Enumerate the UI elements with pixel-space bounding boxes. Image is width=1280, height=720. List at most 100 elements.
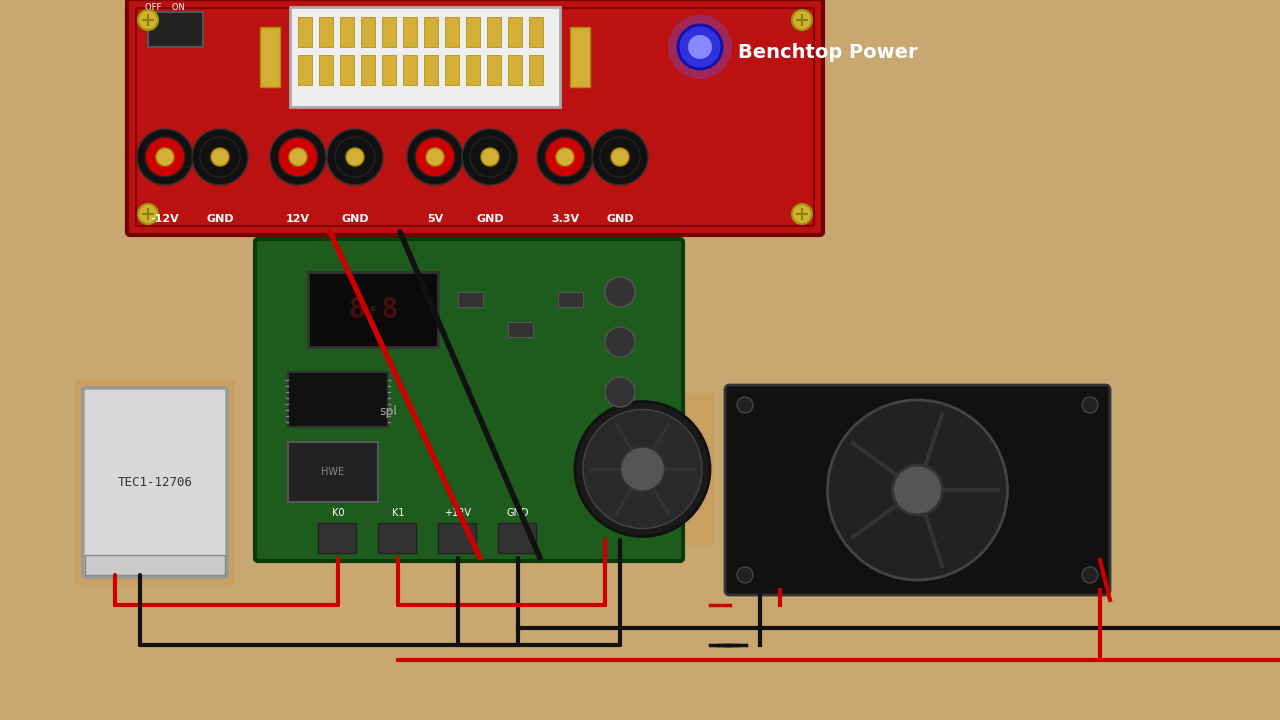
Text: K1: K1	[392, 508, 404, 518]
Circle shape	[678, 25, 722, 69]
FancyBboxPatch shape	[127, 0, 823, 235]
Circle shape	[689, 35, 712, 59]
Bar	[260, 27, 280, 87]
Bar	[570, 27, 590, 87]
Text: Benchtop Power: Benchtop Power	[739, 42, 918, 61]
Bar	[298, 55, 312, 85]
Bar	[340, 17, 355, 47]
Text: spl: spl	[379, 405, 397, 418]
Circle shape	[591, 129, 648, 185]
Circle shape	[346, 148, 364, 166]
Bar	[570, 393, 716, 545]
Bar	[319, 55, 333, 85]
Bar	[298, 17, 312, 47]
Circle shape	[415, 137, 454, 177]
Circle shape	[156, 148, 174, 166]
Bar	[361, 55, 375, 85]
FancyBboxPatch shape	[255, 239, 684, 561]
Bar	[288, 372, 388, 427]
Text: 3.3V: 3.3V	[550, 214, 579, 224]
Circle shape	[145, 137, 186, 177]
Text: 5V: 5V	[426, 214, 443, 224]
Circle shape	[192, 129, 248, 185]
Circle shape	[575, 402, 710, 536]
Circle shape	[737, 567, 753, 583]
Circle shape	[737, 397, 753, 413]
Circle shape	[200, 137, 241, 177]
Circle shape	[1082, 567, 1098, 583]
Bar	[508, 55, 522, 85]
Bar	[558, 292, 582, 307]
Circle shape	[600, 137, 640, 177]
Circle shape	[326, 129, 383, 185]
Circle shape	[426, 148, 444, 166]
Circle shape	[545, 137, 585, 177]
Circle shape	[556, 148, 573, 166]
Circle shape	[582, 410, 701, 528]
Circle shape	[611, 148, 628, 166]
Circle shape	[138, 10, 157, 30]
Bar	[445, 17, 460, 47]
Bar	[319, 17, 333, 47]
Circle shape	[538, 129, 593, 185]
Circle shape	[621, 447, 664, 491]
Bar	[438, 523, 476, 553]
Bar	[381, 55, 396, 85]
Text: GND: GND	[607, 214, 634, 224]
Bar	[76, 380, 236, 585]
FancyBboxPatch shape	[83, 388, 227, 577]
Text: -12V: -12V	[151, 214, 179, 224]
Text: GND: GND	[507, 508, 529, 518]
Circle shape	[270, 129, 326, 185]
Text: 8·8: 8·8	[348, 295, 398, 323]
Text: +12V: +12V	[444, 508, 471, 518]
Bar	[445, 55, 460, 85]
FancyBboxPatch shape	[724, 385, 1110, 595]
Circle shape	[138, 204, 157, 224]
Bar	[486, 55, 500, 85]
Bar	[403, 17, 417, 47]
Bar	[730, 390, 1105, 590]
Circle shape	[407, 129, 463, 185]
Circle shape	[335, 137, 375, 177]
Circle shape	[470, 137, 509, 177]
Bar	[381, 17, 396, 47]
Bar	[291, 7, 561, 107]
Text: GND: GND	[206, 214, 234, 224]
Circle shape	[668, 15, 732, 79]
Circle shape	[792, 204, 812, 224]
Circle shape	[481, 148, 499, 166]
Bar	[424, 55, 438, 85]
Circle shape	[605, 327, 635, 357]
Bar	[340, 55, 355, 85]
Circle shape	[827, 400, 1007, 580]
Circle shape	[289, 148, 307, 166]
Bar	[498, 523, 536, 553]
Bar	[529, 55, 543, 85]
Circle shape	[892, 465, 942, 515]
Bar	[378, 523, 416, 553]
Circle shape	[211, 148, 229, 166]
Bar	[466, 17, 480, 47]
Bar	[317, 523, 356, 553]
Circle shape	[278, 137, 317, 177]
Bar	[84, 555, 225, 575]
Text: K0: K0	[332, 508, 344, 518]
Text: 12V: 12V	[285, 214, 310, 224]
Circle shape	[1082, 397, 1098, 413]
Bar	[403, 55, 417, 85]
Bar	[148, 12, 204, 47]
Circle shape	[605, 277, 635, 307]
Text: GND: GND	[476, 214, 504, 224]
Text: GND: GND	[342, 214, 369, 224]
Circle shape	[462, 129, 518, 185]
Bar	[529, 17, 543, 47]
Bar	[508, 17, 522, 47]
Bar	[458, 292, 483, 307]
Circle shape	[137, 129, 193, 185]
Text: HWE: HWE	[321, 467, 344, 477]
Text: TEC1-12706: TEC1-12706	[118, 476, 192, 489]
Bar	[361, 17, 375, 47]
Circle shape	[792, 10, 812, 30]
Bar	[466, 55, 480, 85]
